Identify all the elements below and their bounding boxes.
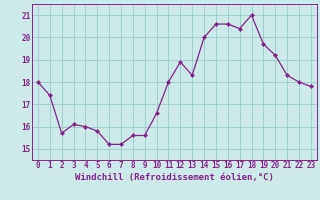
X-axis label: Windchill (Refroidissement éolien,°C): Windchill (Refroidissement éolien,°C) — [75, 173, 274, 182]
